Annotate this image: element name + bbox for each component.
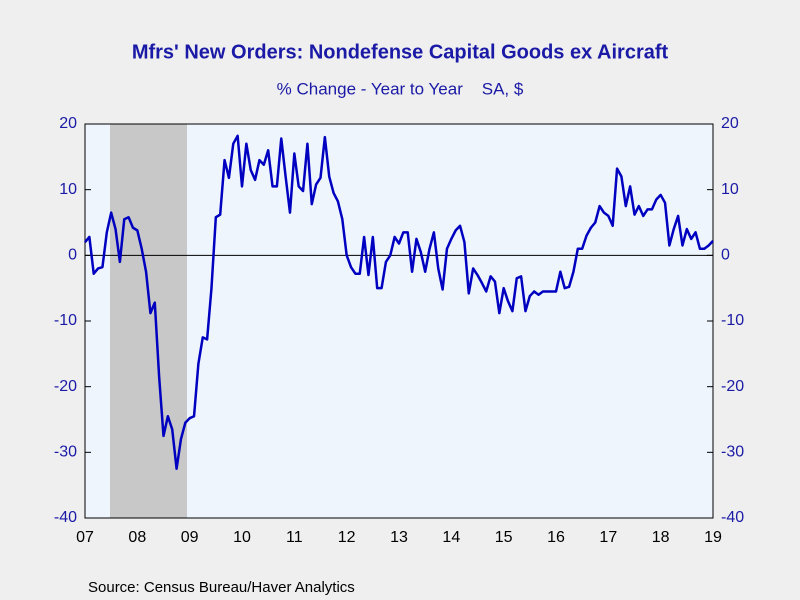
x-tick-label: 13 (390, 529, 408, 546)
y2-tick-label: 0 (721, 247, 730, 264)
y-tick-label: -20 (54, 378, 77, 395)
y-tick-label: -10 (54, 312, 77, 329)
y2-tick-label: 20 (721, 115, 739, 132)
source-note: Source: Census Bureau/Haver Analytics (88, 579, 355, 596)
plot-area (85, 124, 713, 518)
x-tick-label: 07 (76, 529, 94, 546)
y-tick-label: 0 (68, 247, 77, 264)
y-tick-label: -30 (54, 444, 77, 461)
x-tick-label: 15 (495, 529, 513, 546)
y-tick-label: 20 (59, 115, 77, 132)
x-tick-label: 09 (181, 529, 199, 546)
x-tick-label: 08 (128, 529, 146, 546)
chart-subtitle: % Change - Year to Year SA, $ (277, 79, 524, 98)
x-tick-label: 11 (286, 529, 303, 546)
x-tick-label: 19 (704, 529, 722, 546)
x-tick-label: 18 (652, 529, 670, 546)
y2-tick-label: -30 (721, 444, 744, 461)
y-tick-label: 10 (59, 181, 77, 198)
y2-tick-label: -40 (721, 509, 744, 526)
chart-title: Mfrs' New Orders: Nondefense Capital Goo… (132, 41, 669, 63)
x-tick-label: 16 (547, 529, 565, 546)
plot-frame (84, 123, 714, 519)
y-tick-label: -40 (54, 509, 77, 526)
x-tick-label: 10 (233, 529, 251, 546)
y2-tick-label: -20 (721, 378, 744, 395)
x-tick-label: 14 (442, 529, 460, 546)
x-tick-label: 12 (338, 529, 356, 546)
x-tick-label: 17 (599, 529, 617, 546)
data-line (84, 134, 714, 470)
y2-tick-label: 10 (721, 181, 739, 198)
y2-tick-label: -10 (721, 312, 744, 329)
